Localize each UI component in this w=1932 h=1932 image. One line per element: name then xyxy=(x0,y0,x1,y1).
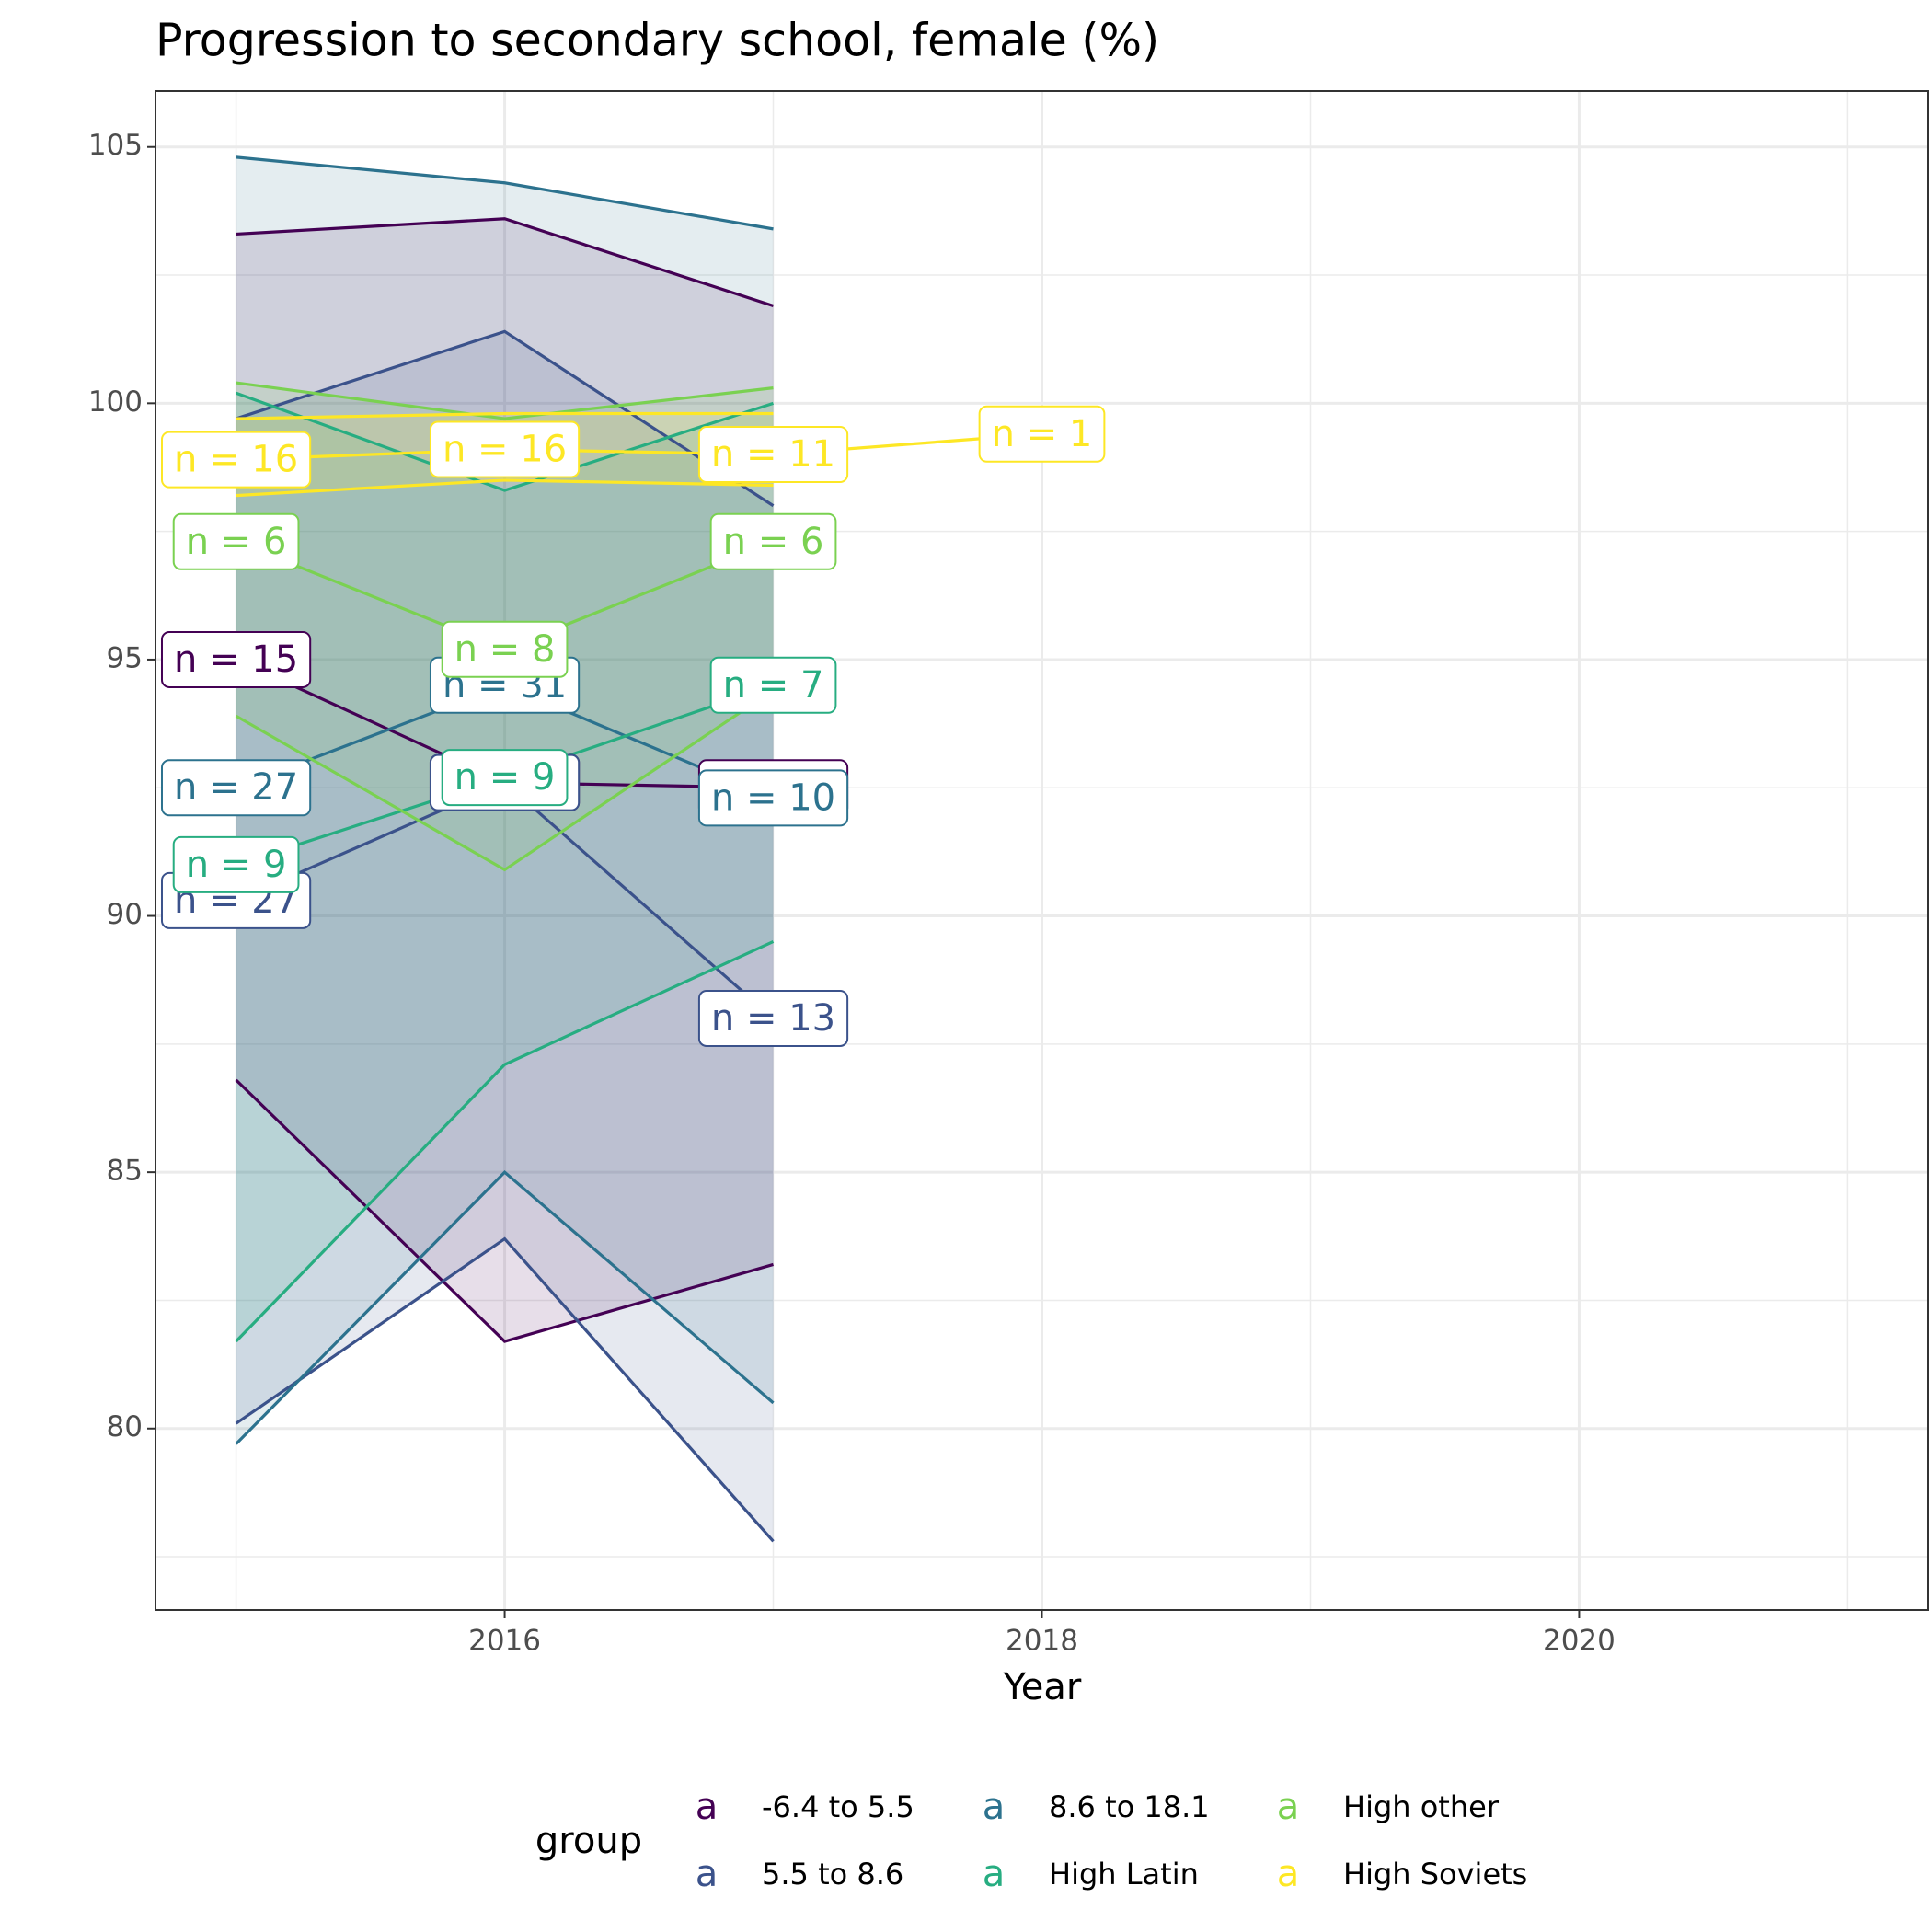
panel-border xyxy=(155,90,1929,1611)
label-text: n = 16 xyxy=(443,428,567,470)
label-box xyxy=(709,656,837,714)
legend-key: a xyxy=(1277,1853,1300,1895)
grid xyxy=(155,91,1928,1610)
label-box xyxy=(697,426,849,484)
legend-key: a xyxy=(983,1853,1006,1895)
point-label: n = 13 xyxy=(697,989,849,1047)
point-label: n = 7 xyxy=(709,656,837,714)
bound-line xyxy=(235,1169,775,1445)
y-tick-label: 90 xyxy=(107,898,143,931)
label-box xyxy=(429,420,581,478)
x-tick-label: 2018 xyxy=(1006,1625,1078,1658)
x-tick-label: 2020 xyxy=(1543,1625,1616,1658)
x-axis-title: Year xyxy=(1003,1666,1082,1708)
label-box xyxy=(441,620,569,678)
label-text: n = 27 xyxy=(174,766,298,809)
label-box xyxy=(160,759,312,817)
legend-label: -6.4 to 5.5 xyxy=(762,1789,914,1824)
lines xyxy=(235,155,1042,1543)
label-text: n = 8 xyxy=(454,628,556,671)
chart-title: Progression to secondary school, female … xyxy=(155,15,1159,67)
label-box xyxy=(172,512,300,570)
label-text: n = 13 xyxy=(711,997,835,1040)
point-label: n = 16 xyxy=(160,431,312,489)
legend-key: a xyxy=(696,1786,719,1828)
y-tick-label: 85 xyxy=(107,1155,143,1188)
label-box xyxy=(709,512,837,570)
label-text: n = 6 xyxy=(723,521,824,563)
y-tick-label: 105 xyxy=(88,129,143,162)
bound-line xyxy=(236,217,775,307)
legend-label: 5.5 to 8.6 xyxy=(762,1857,903,1892)
legend-title: group xyxy=(535,1820,642,1862)
label-text: n = 6 xyxy=(186,521,287,563)
point-label: n = 6 xyxy=(172,512,300,570)
label-box xyxy=(441,749,569,807)
bound-line xyxy=(235,939,775,1343)
bound-line xyxy=(236,411,774,420)
label-text: n = 16 xyxy=(174,439,298,481)
label-text: n = 10 xyxy=(711,776,835,819)
y-tick-label: 95 xyxy=(107,641,143,674)
point-label: n = 9 xyxy=(172,835,300,893)
bound-line xyxy=(235,1078,774,1343)
point-label: n = 27 xyxy=(160,759,312,817)
legend-label: 8.6 to 18.1 xyxy=(1049,1789,1210,1824)
legend-label: High Latin xyxy=(1049,1857,1199,1892)
label-text: n = 7 xyxy=(723,664,824,707)
ribbon xyxy=(236,393,774,1342)
label-text: n = 9 xyxy=(454,756,556,799)
bound-line xyxy=(235,689,775,872)
point-label: n = 8 xyxy=(441,620,569,678)
x-tick-label: 2016 xyxy=(468,1625,541,1658)
label-box xyxy=(697,769,849,827)
point-label: n = 11 xyxy=(697,426,849,484)
point-label: n = 16 xyxy=(429,420,581,478)
bound-line xyxy=(235,1236,775,1543)
legend-key: a xyxy=(696,1853,719,1895)
label-box xyxy=(697,989,849,1047)
bound-line xyxy=(236,381,774,420)
bound-line xyxy=(236,391,775,492)
label-text: n = 1 xyxy=(992,413,1093,455)
label-box xyxy=(160,630,312,688)
y-tick-label: 80 xyxy=(107,1410,143,1443)
legend-label: High other xyxy=(1343,1789,1500,1824)
label-text: n = 9 xyxy=(186,844,287,886)
point-label: n = 9 xyxy=(441,749,569,807)
legend-key: a xyxy=(1277,1786,1300,1828)
bound-line xyxy=(236,329,775,508)
bound-line xyxy=(236,155,774,231)
point-label: n = 6 xyxy=(709,512,837,570)
point-label: n = 15 xyxy=(160,630,312,688)
label-box xyxy=(172,835,300,893)
label-text: n = 15 xyxy=(174,638,298,681)
mean-line xyxy=(236,432,1042,462)
legend-key: a xyxy=(983,1786,1006,1828)
y-tick-label: 100 xyxy=(88,385,143,419)
point-label: n = 10 xyxy=(697,769,849,827)
labels: n = 15n = 15n = 12n = 27n = 27n = 13n = … xyxy=(160,405,1106,1047)
ribbon xyxy=(236,331,774,1542)
point-label: n = 1 xyxy=(978,405,1106,463)
label-text: n = 11 xyxy=(711,433,835,476)
ribbons xyxy=(236,156,774,1542)
legend-label: High Soviets xyxy=(1343,1857,1527,1892)
bound-line xyxy=(236,478,774,498)
label-box xyxy=(160,431,312,489)
label-box xyxy=(978,405,1106,463)
